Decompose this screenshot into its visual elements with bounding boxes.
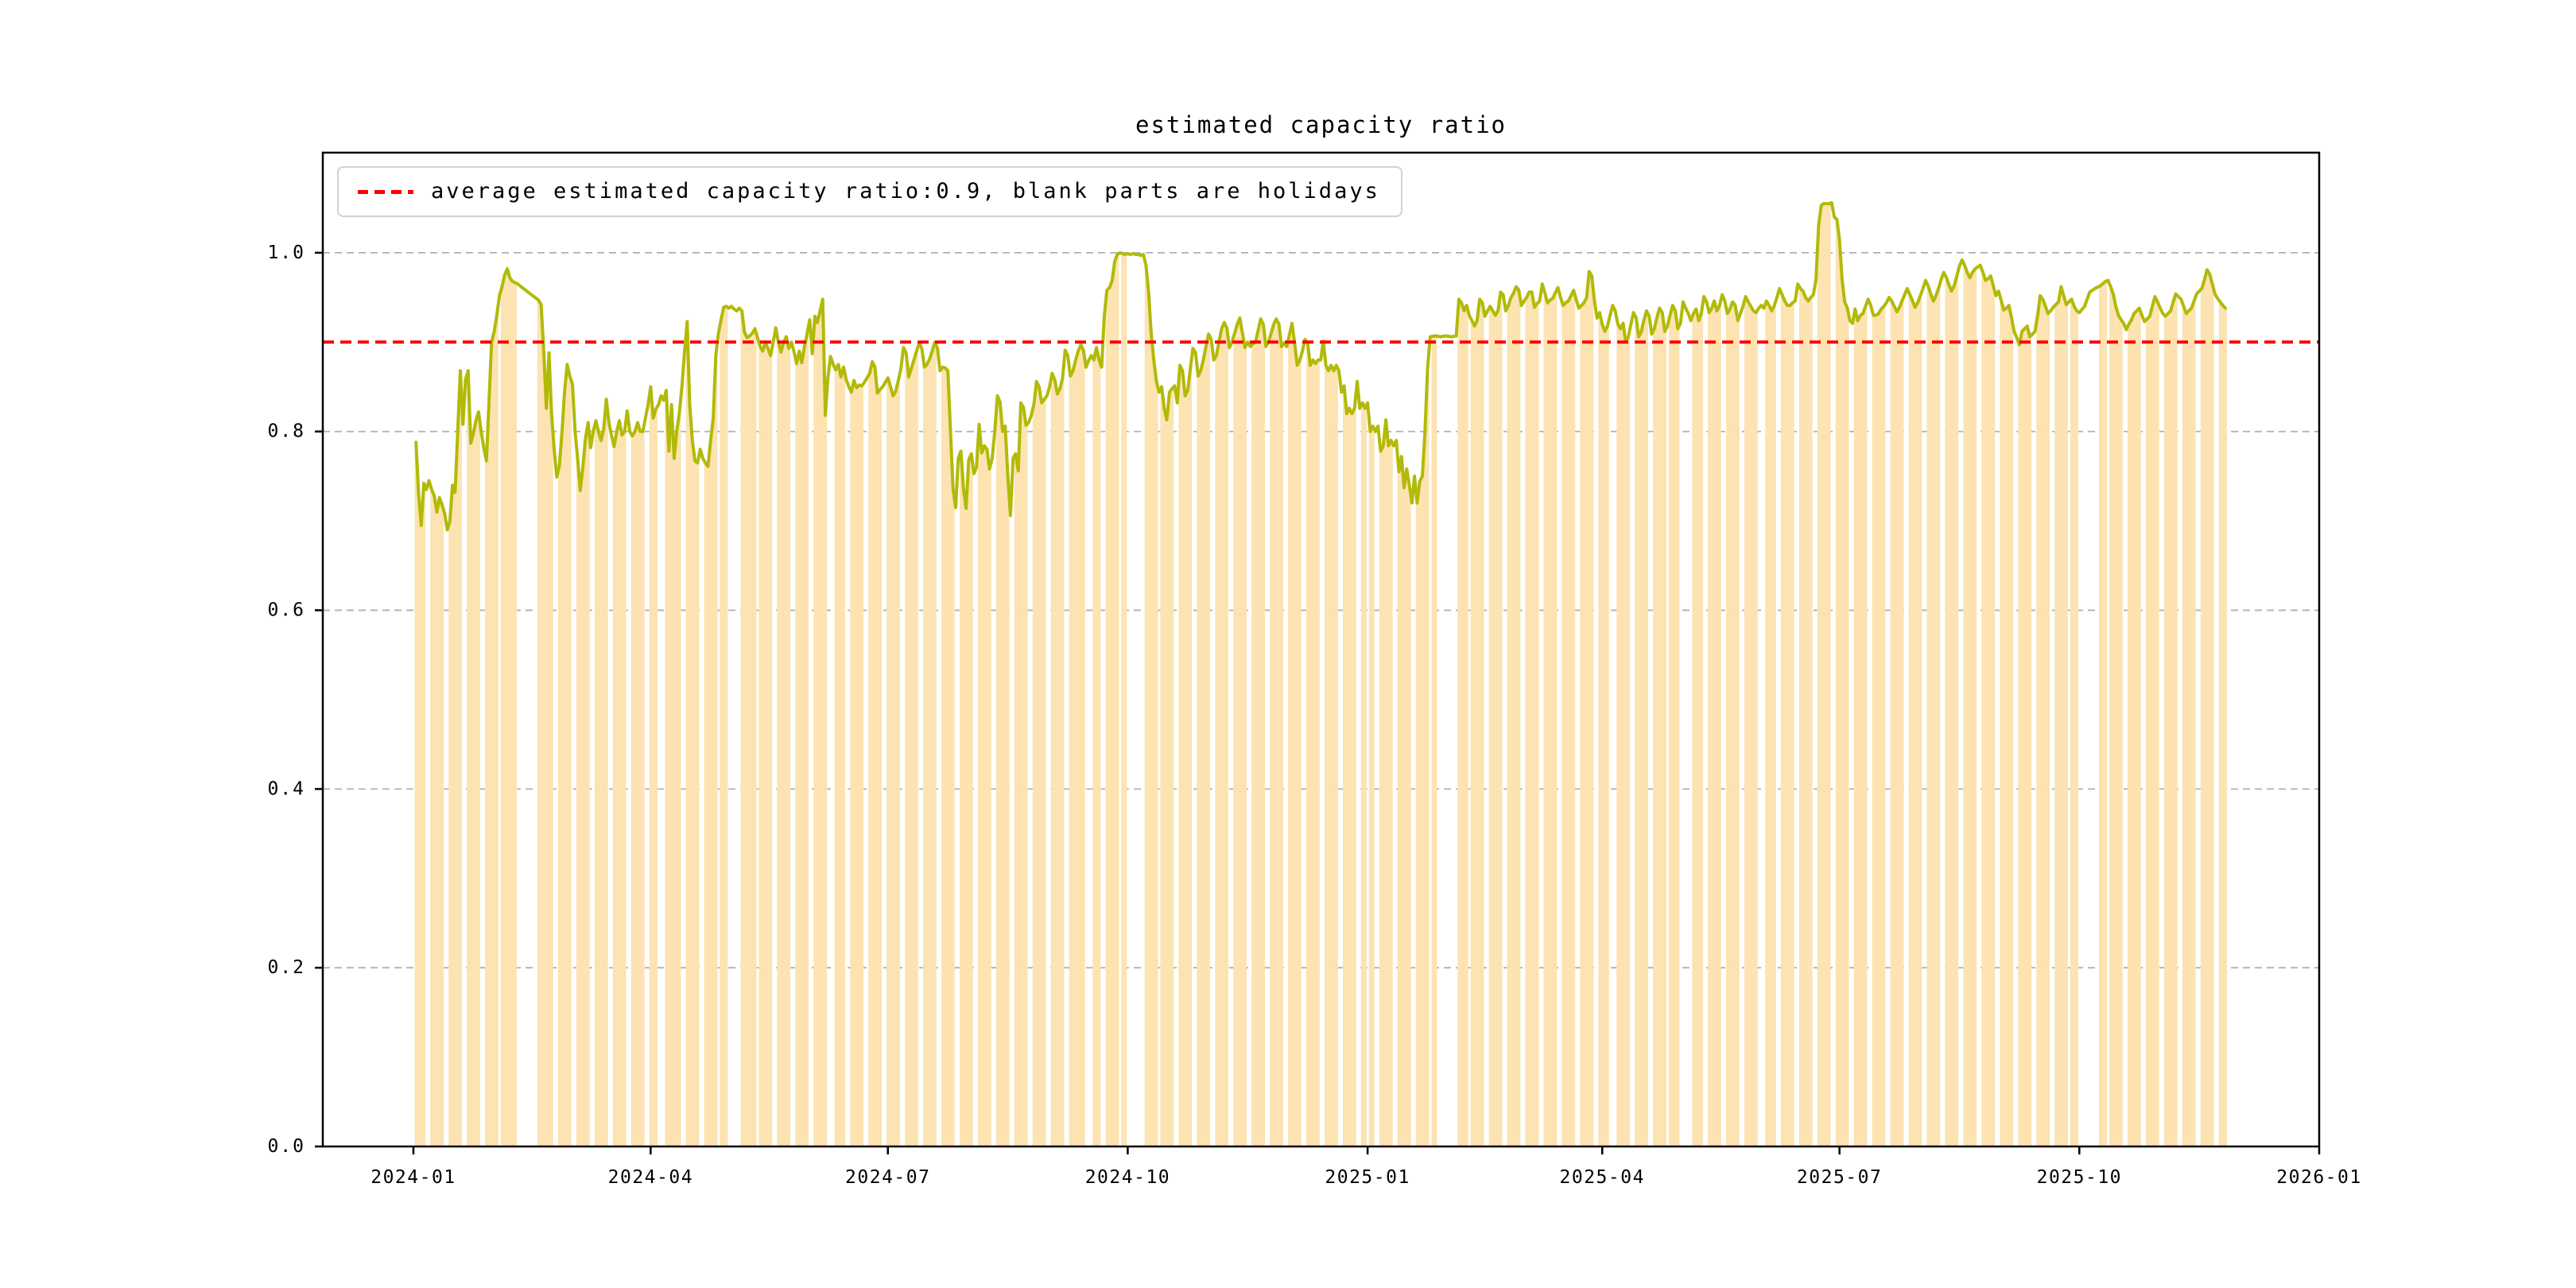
svg-text:2024-10: 2024-10 [1085, 1167, 1170, 1188]
x-axis-tick-labels: 2024-01 2024-04 2024-07 2024-10 2025-01 2025-… [370, 1167, 2361, 1188]
chart-title: estimated capacity ratio [1135, 111, 1507, 138]
workday-bars-layer [414, 204, 2227, 1147]
svg-text:1.0: 1.0 [267, 242, 305, 263]
svg-text:0.2: 0.2 [267, 957, 305, 978]
axes-spines [315, 151, 2321, 1154]
svg-text:2026-01: 2026-01 [2276, 1167, 2361, 1188]
y-axis-tick-labels: 0.0 0.2 0.4 0.6 0.8 1.0 [267, 242, 305, 1157]
svg-text:2024-04: 2024-04 [608, 1167, 693, 1188]
svg-text:0.4: 0.4 [267, 778, 305, 799]
svg-text:0.8: 0.8 [267, 421, 305, 442]
svg-text:2025-01: 2025-01 [1325, 1167, 1410, 1188]
legend: average estimated capacity ratio:0.9, bl… [337, 166, 1402, 217]
svg-text:2025-07: 2025-07 [1797, 1167, 1882, 1188]
legend-label: average estimated capacity ratio:0.9, bl… [431, 179, 1380, 204]
svg-text:2025-10: 2025-10 [2037, 1167, 2122, 1188]
svg-text:2025-04: 2025-04 [1560, 1167, 1645, 1188]
svg-text:0.6: 0.6 [267, 600, 305, 621]
svg-text:2024-07: 2024-07 [845, 1167, 930, 1188]
svg-text:2024-01: 2024-01 [370, 1167, 456, 1188]
legend-red-dash-icon [358, 189, 413, 194]
svg-text:0.0: 0.0 [267, 1136, 305, 1157]
capacity-line [414, 200, 2227, 532]
